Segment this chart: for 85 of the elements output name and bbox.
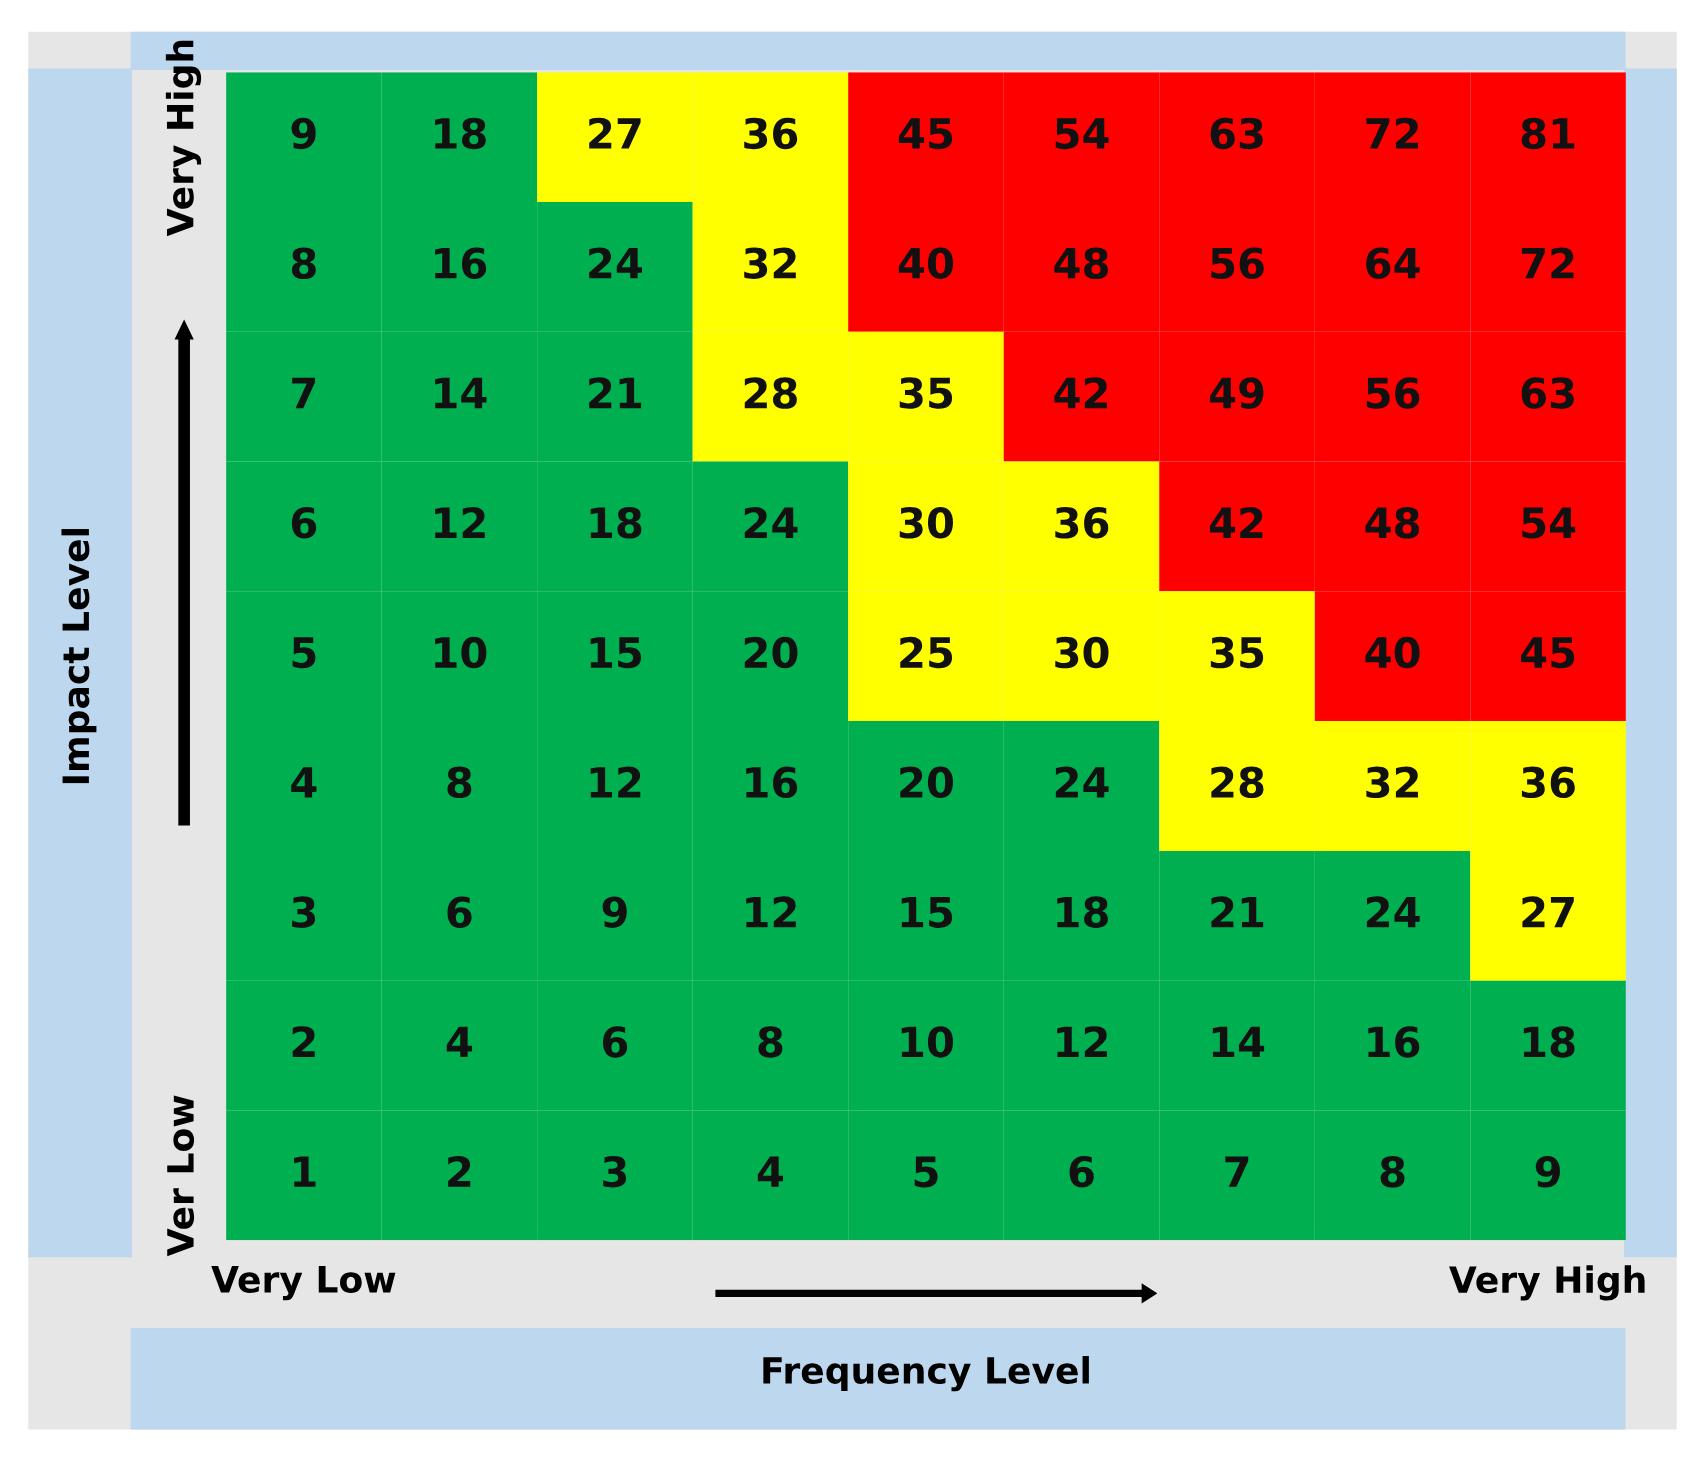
data-label: 28 (744, 377, 797, 409)
data-label: 6 (447, 896, 472, 928)
data-label: 72 (1366, 117, 1418, 149)
data-label: 8 (447, 766, 472, 799)
data-label: 7 (292, 377, 316, 409)
data-label: 28 (1211, 766, 1264, 799)
data-label: 4 (446, 1026, 472, 1058)
data-label: 12 (746, 896, 796, 928)
data-label: 15 (901, 896, 953, 928)
data-label: 12 (1057, 1026, 1107, 1058)
data-label: 6 (291, 507, 317, 539)
data-label: 56 (1366, 377, 1420, 409)
data-label: 8 (291, 247, 316, 279)
data-label: 64 (1366, 247, 1420, 279)
data-label: 4 (757, 1156, 784, 1187)
data-label: 3 (603, 1155, 627, 1188)
data-label: 21 (1211, 896, 1264, 928)
data-label: 32 (744, 247, 796, 279)
data-label: 9 (1535, 1155, 1560, 1188)
data-label: 4 (291, 767, 317, 798)
data-label: 35 (1210, 636, 1264, 669)
data-label: 48 (1365, 507, 1419, 539)
data-label: 1 (294, 1156, 316, 1187)
data-label: 20 (900, 766, 953, 799)
data-label: 5 (292, 637, 316, 669)
data-label: 72 (1521, 247, 1574, 279)
data-label: 14 (435, 377, 487, 409)
data-label: 36 (1055, 507, 1109, 539)
data-label: 15 (590, 637, 641, 669)
data-label: 6 (1069, 1155, 1094, 1188)
data-label: 49 (1209, 377, 1264, 409)
data-label: 24 (744, 507, 798, 538)
data-label: 27 (589, 117, 641, 149)
data-label: 30 (1055, 636, 1109, 669)
data-label: 54 (1055, 118, 1109, 150)
data-label: 24 (1055, 766, 1109, 798)
data-label: 40 (898, 247, 953, 279)
data-label: 48 (1054, 247, 1108, 279)
data-label: 2 (292, 1026, 315, 1058)
data-label: 6 (603, 1026, 628, 1058)
data-label: 7 (1225, 1156, 1249, 1187)
data-label: 21 (589, 377, 642, 409)
y-tick-label: Ver Low (167, 1095, 195, 1257)
data-label: 10 (435, 636, 487, 669)
data-label: 20 (744, 636, 798, 669)
data-label: 25 (900, 636, 953, 669)
data-label: 36 (1521, 766, 1575, 799)
data-label: 24 (1366, 896, 1420, 928)
data-label: 18 (1057, 896, 1108, 928)
data-label: 42 (1209, 507, 1263, 538)
data-label: 10 (901, 1026, 953, 1058)
data-label: 16 (435, 247, 487, 279)
data-label: 12 (590, 766, 641, 798)
data-label: 3 (292, 896, 316, 928)
data-label: 30 (899, 507, 953, 539)
data-label: 35 (899, 377, 953, 409)
data-label: 63 (1210, 117, 1263, 150)
data-label: 16 (1368, 1026, 1420, 1058)
data-label: 42 (1054, 377, 1107, 409)
data-label: 56 (1211, 247, 1264, 279)
data-label: 18 (435, 117, 486, 150)
y-axis-title: Impact Level (61, 529, 97, 784)
data-label: 12 (435, 507, 485, 538)
data-label: 8 (1380, 1155, 1405, 1188)
data-label: 9 (602, 896, 627, 928)
data-label: 9 (291, 117, 316, 150)
x-axis-title: Frequency Level (763, 1356, 1089, 1392)
data-label: 5 (914, 1156, 938, 1188)
x-tick-label: Very Low (211, 1266, 396, 1301)
data-label: 63 (1521, 377, 1574, 409)
data-label: 24 (589, 247, 642, 279)
data-label: 36 (744, 117, 798, 150)
data-label: 14 (1212, 1026, 1265, 1058)
data-label: 54 (1522, 507, 1576, 539)
data-label: 45 (898, 118, 953, 150)
data-label: 16 (746, 766, 798, 799)
data-label: 45 (1521, 637, 1575, 669)
data-label: 81 (1521, 117, 1575, 150)
data-label: 18 (1523, 1026, 1575, 1058)
data-label: 27 (1522, 896, 1574, 928)
data-label: 40 (1365, 636, 1420, 669)
data-label: 18 (590, 507, 642, 539)
data-label: 32 (1366, 766, 1418, 799)
data-label: 2 (448, 1155, 471, 1187)
data-label: 8 (758, 1026, 783, 1058)
